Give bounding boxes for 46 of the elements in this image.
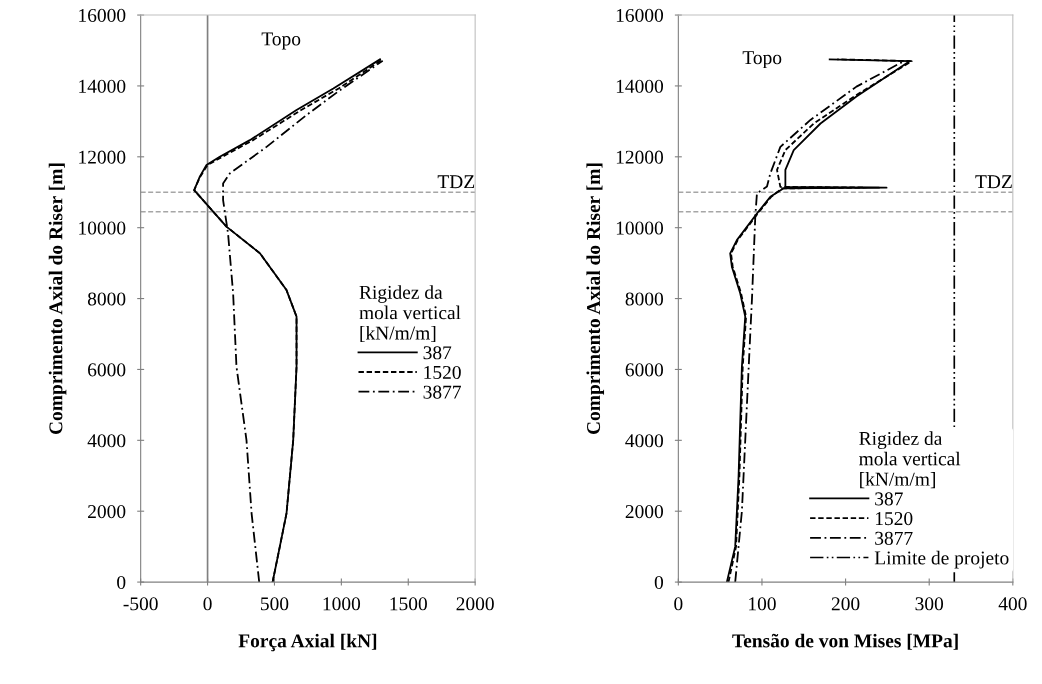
y-tick-label: 14000 [79,79,126,93]
y-axis-title: Comprimento Axial do Riser [m] [586,163,605,435]
y-tick-label: 12000 [79,150,126,164]
y-tick-label: 0 [654,575,664,590]
x-tick-label: -500 [123,597,158,611]
y-axis-title: Comprimento Axial do Riser [m] [48,163,67,435]
legend-title: Rigidez da mola vertical [kN/m/m] [859,431,961,489]
y-tick-label: 8000 [625,292,664,306]
y-tick-label: 14000 [616,79,664,93]
legend-label: 1520 [875,512,913,526]
legend-label: 1520 [424,365,461,379]
y-tick-label: 2000 [88,505,126,519]
y-tick-label: 10000 [79,221,126,235]
y-tick-label: 2000 [625,505,664,519]
x-tick-label: 500 [261,597,289,611]
annotation: Topo [742,51,782,69]
legend-label: 3877 [423,385,461,399]
x-axis-title: Tensão de von Mises [MPa] [732,633,958,650]
y-tick-label: 0 [117,575,126,590]
ref-line-label: Limite de projeto [874,550,1009,569]
ref-line-label: TDZ [437,175,475,189]
y-tick-label: 4000 [87,434,126,448]
legend-label: 387 [875,492,903,506]
ref-line-label: TDZ [975,175,1012,189]
x-tick-label: 200 [831,597,860,611]
y-tick-label: 6000 [625,363,664,377]
annotation: Topo [261,32,301,50]
x-tick-label: 0 [203,597,212,611]
legend-title: Rigidez da mola vertical [kN/m/m] [359,285,461,343]
x-tick-label: 2000 [456,597,494,611]
x-tick-label: 300 [915,597,944,611]
y-tick-label: 12000 [616,150,664,164]
y-tick-label: 4000 [625,434,664,448]
x-tick-label: 1500 [390,597,427,611]
y-tick-label: 10000 [616,221,664,235]
x-tick-label: 1000 [323,597,361,611]
y-tick-label: 8000 [87,292,126,306]
y-tick-label: 16000 [79,8,126,22]
legend-label: 387 [423,346,452,360]
x-tick-label: 0 [674,597,683,611]
y-tick-label: 6000 [88,363,126,377]
y-tick-label: 16000 [616,8,664,22]
x-tick-label: 400 [998,597,1027,611]
x-axis-title: Força Axial [kN] [238,633,377,652]
legend-label: 3877 [875,531,913,545]
x-tick-label: 100 [749,597,776,611]
